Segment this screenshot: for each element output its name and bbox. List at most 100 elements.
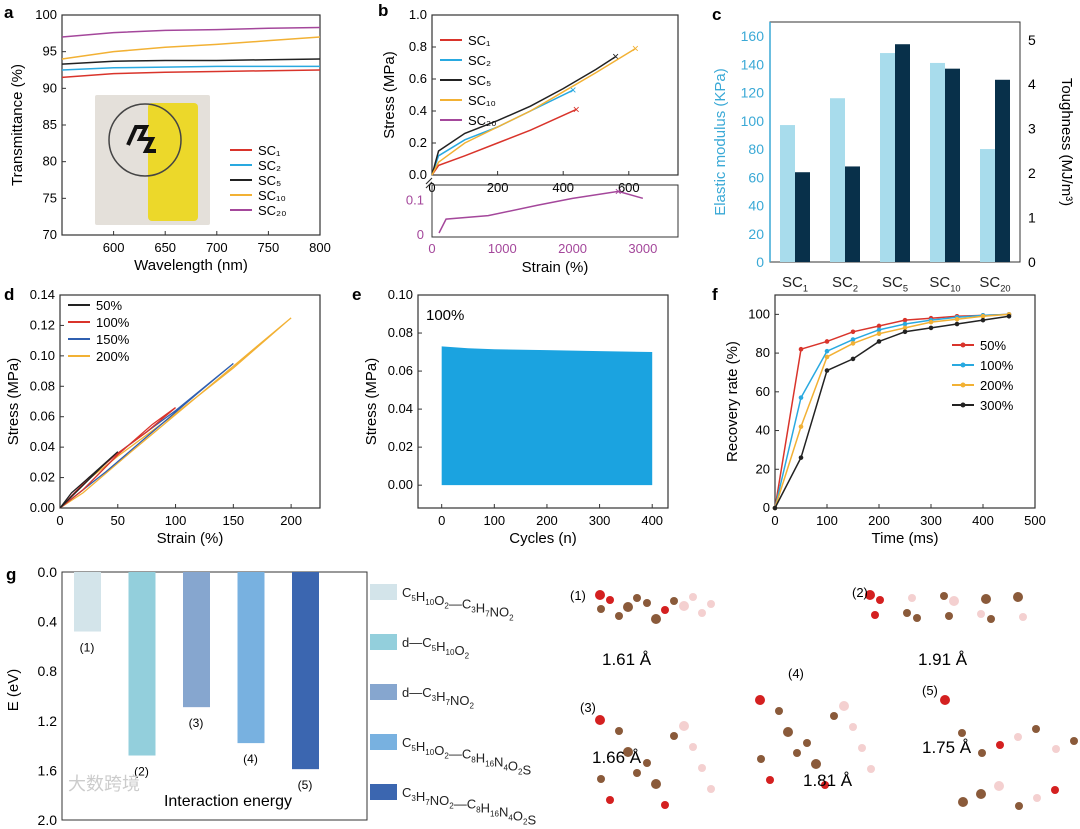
y-tick-label-e: 0.02 bbox=[388, 439, 413, 454]
line-SC₅ bbox=[431, 55, 617, 176]
y-axis-label-c: Elastic modulus (KPa) bbox=[712, 68, 729, 216]
legend-swatch-g bbox=[370, 634, 397, 650]
y-tick-label-b: 0.0 bbox=[409, 167, 427, 182]
x-tick-label-c: SC20 bbox=[979, 274, 1010, 294]
line-50% bbox=[774, 313, 1010, 509]
bar-toughness-SC1 bbox=[795, 172, 810, 262]
data-point-300% bbox=[902, 329, 908, 335]
y-tick-label-f: 80 bbox=[756, 345, 770, 360]
legend-label-g: C5H10O2—C8H16N4O2S bbox=[402, 735, 532, 777]
y-tick-label-d: 0.04 bbox=[30, 439, 55, 454]
legend-label-b: SC₁ bbox=[468, 33, 491, 48]
y-tick-label-b: 1.0 bbox=[409, 7, 427, 22]
legend-label-f: 300% bbox=[980, 398, 1014, 413]
watermark: 大数跨境 bbox=[68, 774, 140, 794]
lower-x-tick-label-b: 2000 bbox=[558, 241, 587, 256]
legend-swatch-g bbox=[370, 584, 397, 600]
data-point-200% bbox=[980, 314, 986, 319]
y2-tick-label-c: 2 bbox=[1028, 165, 1036, 181]
legend-label-g: d—C3H7NO2 bbox=[402, 685, 474, 711]
data-point-300% bbox=[876, 339, 882, 344]
data-point-300% bbox=[980, 317, 986, 323]
molecule-label: (1) bbox=[570, 588, 586, 603]
atom-3 bbox=[597, 775, 605, 783]
atom-5 bbox=[978, 749, 986, 757]
x-tick-label-a: 700 bbox=[206, 240, 228, 255]
atom-3 bbox=[661, 801, 669, 809]
x-tick-label-c: SC10 bbox=[929, 274, 960, 294]
legend-label-b: SC₂ bbox=[468, 53, 491, 68]
data-point-200% bbox=[928, 319, 934, 325]
data-point-300% bbox=[824, 368, 830, 373]
data-point-200% bbox=[954, 316, 960, 322]
y-tick-label-b: 0.2 bbox=[409, 135, 427, 150]
bar-elastic-modulus-SC1 bbox=[780, 125, 795, 262]
legend-label-g: d—C5H10O2 bbox=[402, 635, 470, 661]
atom-5 bbox=[996, 741, 1004, 749]
data-point-50% bbox=[876, 323, 882, 329]
break-point-marker: × bbox=[632, 42, 639, 56]
y-tick-label-a: 75 bbox=[43, 190, 57, 205]
university-seal bbox=[108, 103, 182, 177]
atom-2 bbox=[865, 590, 875, 600]
x-tick-label-f: 100 bbox=[816, 513, 838, 528]
x-tick-label-a: 800 bbox=[309, 240, 331, 255]
x-tick-label-d: 100 bbox=[165, 513, 187, 528]
y-tick-label-a: 100 bbox=[35, 7, 57, 22]
y-tick-label-e: 0.06 bbox=[388, 363, 413, 378]
atom-5 bbox=[940, 695, 950, 705]
data-point-100% bbox=[902, 321, 908, 327]
x-tick-label-f: 500 bbox=[1024, 513, 1046, 528]
atom-2 bbox=[1019, 613, 1027, 621]
x-tick-label-d: 50 bbox=[111, 513, 125, 528]
bar-toughness-SC2 bbox=[845, 166, 860, 262]
line-200% bbox=[774, 313, 1010, 509]
data-point-300% bbox=[772, 505, 778, 511]
atom-1 bbox=[661, 606, 669, 614]
x-tick-label-d: 0 bbox=[56, 513, 63, 528]
atom-2 bbox=[913, 614, 921, 622]
panel-label-a: a bbox=[4, 3, 14, 22]
bar-toughness-SC20 bbox=[995, 79, 1010, 263]
atom-4 bbox=[821, 781, 829, 789]
x-axis-label-e: Cycles (n) bbox=[509, 530, 577, 547]
molecule-label: (4) bbox=[788, 666, 804, 681]
panel-label-d: d bbox=[4, 285, 14, 304]
atom-1 bbox=[595, 590, 605, 600]
legend-label-a: SC₁₀ bbox=[258, 188, 286, 203]
atom-2 bbox=[876, 596, 884, 604]
atom-3 bbox=[698, 764, 706, 772]
x-tick-label-d: 150 bbox=[222, 513, 244, 528]
break-point-marker: × bbox=[573, 102, 580, 116]
atom-4 bbox=[783, 727, 793, 737]
x-axis-label-f: Time (ms) bbox=[872, 530, 939, 547]
atom-4 bbox=[766, 776, 774, 784]
bond-distance-label: 1.66 Å bbox=[592, 748, 642, 767]
x-tick-label-c: SC5 bbox=[882, 274, 908, 294]
panel-label-c: c bbox=[712, 5, 721, 24]
plot-frame-d bbox=[59, 294, 321, 509]
bond-distance-label: 1.81 Å bbox=[803, 771, 853, 790]
atom-2 bbox=[987, 615, 995, 623]
x-tick-label-d: 200 bbox=[280, 513, 302, 528]
atom-1 bbox=[689, 593, 697, 601]
legend-label-d: 50% bbox=[96, 298, 122, 313]
line-SC₅ bbox=[61, 58, 321, 65]
atom-4 bbox=[858, 744, 866, 752]
lower-x-tick-label-b: 3000 bbox=[628, 241, 657, 256]
y-tick-label-c: 0 bbox=[756, 254, 764, 270]
y-tick-label-d: 0.08 bbox=[30, 378, 55, 393]
x-tick-label-c: SC1 bbox=[782, 274, 808, 294]
atom-4 bbox=[757, 755, 765, 763]
y-tick-label-e: 0.04 bbox=[388, 401, 413, 416]
y-tick-label-a: 85 bbox=[43, 117, 57, 132]
atom-1 bbox=[707, 600, 715, 608]
energy-bar-2 bbox=[128, 572, 156, 756]
data-point-100% bbox=[798, 395, 804, 400]
y-tick-label-d: 0.10 bbox=[30, 348, 55, 363]
atom-2 bbox=[981, 594, 991, 604]
x-tick-label-e: 200 bbox=[536, 513, 558, 528]
data-point-50% bbox=[798, 346, 804, 352]
legend-marker-f bbox=[960, 382, 966, 388]
